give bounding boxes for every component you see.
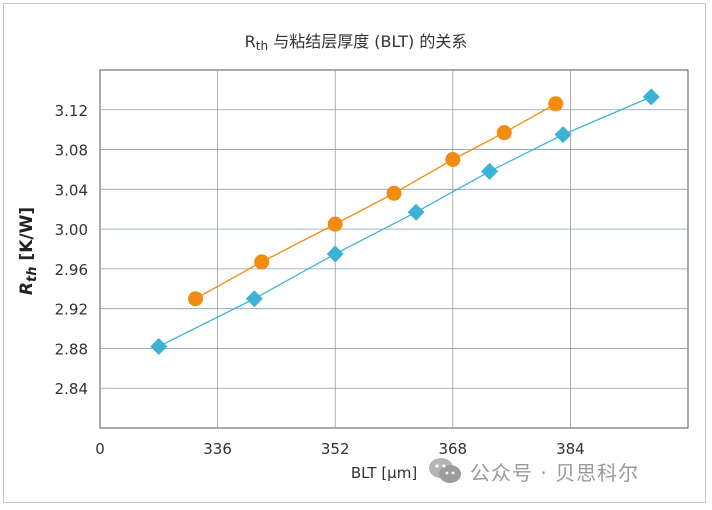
data-point-circle [496, 125, 512, 141]
wechat-icon [429, 458, 461, 483]
title-prefix: R [244, 32, 256, 51]
data-point-circle [254, 254, 270, 270]
y-axis-label-unit: [K/W] [17, 207, 37, 267]
y-tick-label: 3.08 [55, 142, 88, 160]
watermark-text: 公众号 · 贝思科尔 [470, 460, 640, 485]
data-point-diamond [245, 290, 263, 308]
data-point-diamond [554, 126, 572, 144]
y-tick-label: 3.12 [55, 102, 88, 120]
y-axis-label: Rth [K/W] [17, 207, 40, 295]
x-tick-label: 384 [556, 440, 585, 458]
data-point-diamond [642, 88, 660, 106]
y-tick-label: 2.88 [55, 340, 88, 358]
y-axis-label-sub: th [25, 267, 40, 282]
y-tick-label: 3.00 [55, 221, 88, 239]
title-subscript: th [255, 39, 269, 53]
y-tick-label: 2.92 [55, 301, 88, 319]
x-origin-label: 0 [95, 440, 105, 458]
data-point-circle [327, 216, 343, 232]
data-point-circle [386, 185, 402, 201]
x-tick-label: 336 [203, 440, 232, 458]
data-point-circle [445, 152, 461, 167]
data-point-diamond [150, 337, 168, 355]
title-rest: 与粘结层厚度 (BLT) 的关系 [268, 32, 468, 51]
data-point-diamond [407, 203, 425, 221]
data-point-diamond [481, 162, 499, 180]
data-point-diamond [326, 245, 344, 263]
y-tick-label: 2.96 [55, 261, 88, 279]
y-axis-label-main: R [17, 282, 37, 295]
plot-area [99, 69, 689, 429]
y-tick-label: 2.84 [55, 380, 88, 398]
x-tick-label: 352 [321, 440, 350, 458]
data-point-circle [548, 96, 564, 112]
x-tick-label: 368 [438, 440, 467, 458]
watermark: 公众号 · 贝思科尔 [428, 456, 639, 486]
x-axis-label: BLT [μm] [351, 464, 417, 482]
chart-title: Rth 与粘结层厚度 (BLT) 的关系 [0, 28, 712, 53]
y-tick-label: 3.04 [55, 181, 88, 199]
data-point-circle [188, 291, 204, 307]
